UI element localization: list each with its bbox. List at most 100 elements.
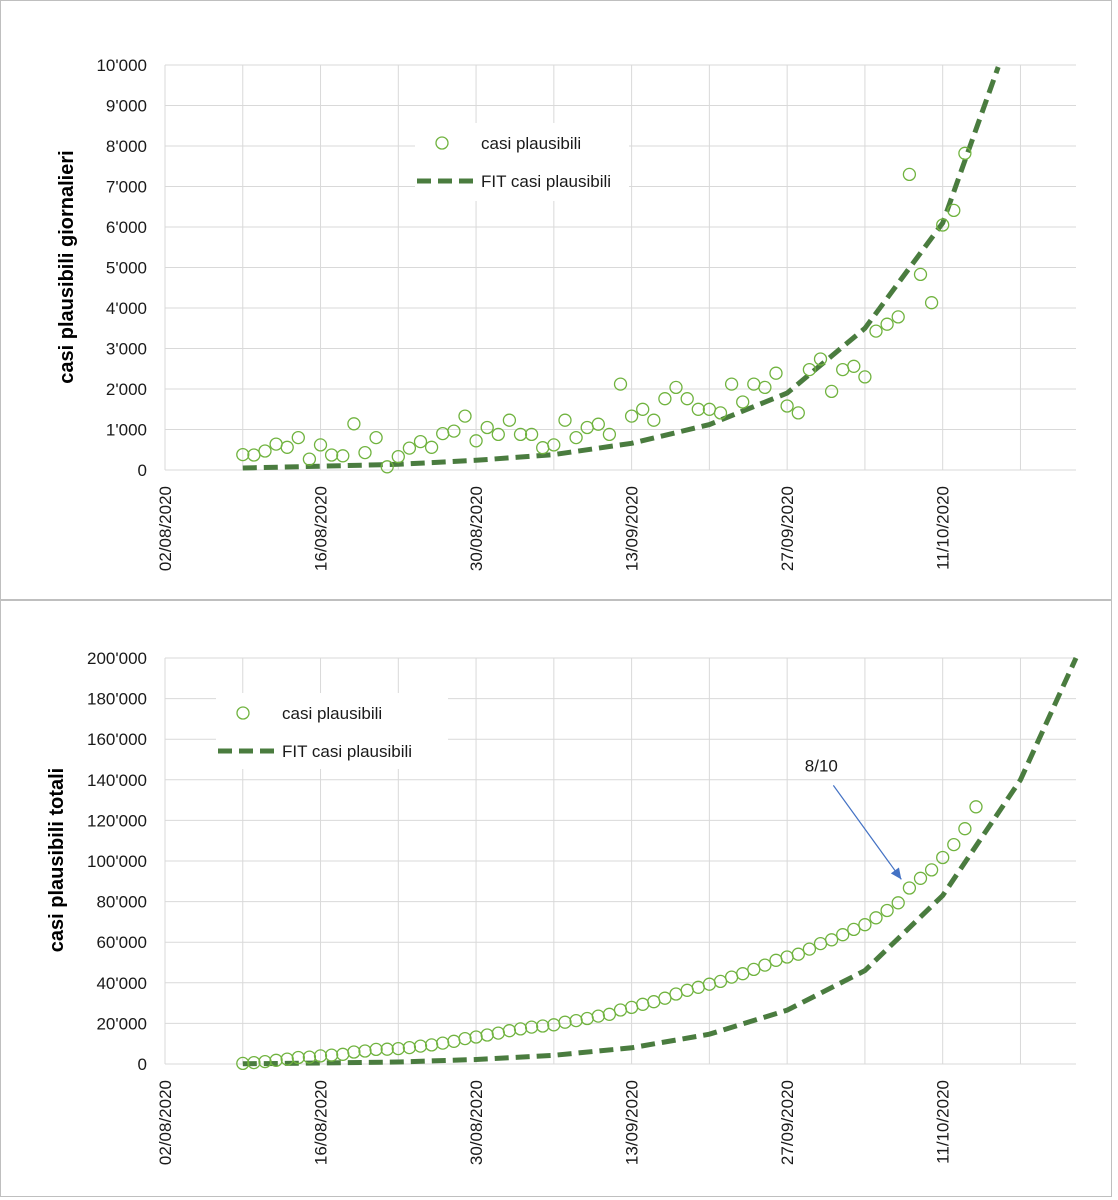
y-tick-label: 7'000: [106, 178, 147, 197]
data-point: [302, 452, 317, 466]
data-point: [380, 1042, 394, 1056]
y-tick-label: 80'000: [96, 893, 147, 912]
data-point: [947, 203, 961, 218]
gridlines: [164, 64, 1076, 471]
data-point: [791, 947, 805, 961]
data-point: [258, 444, 272, 458]
data-point: [358, 445, 372, 460]
data-point: [358, 1044, 372, 1058]
y-tick-label: 4'000: [106, 299, 147, 318]
data-point: [891, 310, 905, 324]
data-point: [924, 296, 939, 310]
data-point: [236, 447, 250, 462]
data-point: [247, 448, 261, 462]
data-point: [658, 392, 672, 406]
data-point: [513, 427, 528, 442]
data-point: [480, 420, 494, 435]
data-point: [369, 1042, 383, 1057]
legend-label: FIT casi plausibili: [282, 742, 412, 761]
y-tick-label: 8'000: [106, 137, 147, 156]
observed-points: [236, 146, 972, 474]
data-point: [713, 406, 728, 420]
data-point: [936, 850, 950, 865]
data-point: [380, 460, 394, 474]
y-tick-label: 100'000: [87, 852, 147, 871]
data-point: [324, 448, 339, 462]
data-point: [813, 936, 828, 951]
data-point: [836, 928, 850, 942]
data-point: [402, 1040, 417, 1055]
data-point: [902, 881, 917, 895]
data-point: [424, 1038, 439, 1052]
data-point: [391, 1041, 405, 1056]
x-tick-label: 16/08/2020: [312, 1080, 331, 1165]
data-point: [602, 427, 617, 442]
data-point: [269, 1053, 283, 1067]
data-point: [236, 1056, 250, 1071]
y-tick-label: 180'000: [87, 690, 147, 709]
data-point: [713, 974, 728, 989]
data-point: [936, 218, 950, 232]
data-point: [458, 409, 472, 423]
y-tick-label: 6'000: [106, 218, 147, 237]
data-point: [536, 1019, 550, 1033]
data-point: [947, 837, 961, 852]
data-point: [480, 1028, 494, 1042]
annotation-arrowhead: [890, 867, 902, 880]
data-point: [680, 983, 694, 997]
data-point: [291, 430, 305, 445]
data-point: [747, 962, 761, 977]
data-point: [958, 822, 972, 836]
data-point: [447, 1034, 461, 1048]
data-point: [769, 366, 783, 380]
data-point: [969, 800, 983, 814]
data-point: [836, 362, 850, 377]
data-point: [724, 377, 739, 391]
x-tick-label: 13/09/2020: [623, 1080, 642, 1165]
data-point: [858, 370, 872, 384]
data-point: [336, 1047, 350, 1061]
data-point: [658, 991, 672, 1005]
data-point: [547, 438, 561, 452]
data-point: [602, 1007, 617, 1021]
data-point: [436, 1036, 450, 1050]
y-axis-label: casi plausibili totali: [46, 768, 68, 953]
data-point: [647, 995, 661, 1009]
data-point: [813, 352, 828, 366]
data-point: [413, 1039, 428, 1053]
data-point: [591, 417, 605, 431]
y-tick-label: 5'000: [106, 259, 147, 278]
data-point: [647, 413, 661, 427]
y-tick-label: 60'000: [96, 933, 147, 952]
data-point: [313, 1049, 328, 1063]
data-point: [880, 317, 894, 331]
observed-points: [236, 800, 983, 1071]
legend-label: casi plausibili: [481, 134, 581, 153]
data-point: [924, 863, 939, 877]
data-point: [336, 449, 350, 463]
data-point: [736, 967, 750, 981]
annotation-arrow: [832, 785, 902, 880]
data-point: [391, 449, 405, 464]
x-tick-label: 02/08/2020: [156, 486, 175, 571]
y-tick-label: 0: [138, 461, 147, 480]
data-point: [502, 1024, 517, 1038]
data-point: [847, 359, 861, 373]
data-point: [736, 395, 750, 409]
y-tick-label: 160'000: [87, 730, 147, 749]
y-tick-label: 20'000: [96, 1014, 147, 1033]
data-point: [613, 377, 628, 391]
y-tick-label: 1'000: [106, 421, 147, 440]
data-point: [580, 420, 594, 435]
data-point: [558, 1015, 572, 1029]
y-tick-label: 40'000: [96, 974, 147, 993]
data-point: [247, 1055, 261, 1070]
data-point: [613, 1003, 628, 1017]
data-point: [802, 942, 817, 956]
data-point: [491, 427, 505, 442]
data-point: [636, 997, 650, 1011]
data-point: [280, 1052, 294, 1066]
data-point: [458, 1031, 472, 1046]
data-point: [280, 440, 294, 454]
fit-line: [242, 66, 1001, 471]
